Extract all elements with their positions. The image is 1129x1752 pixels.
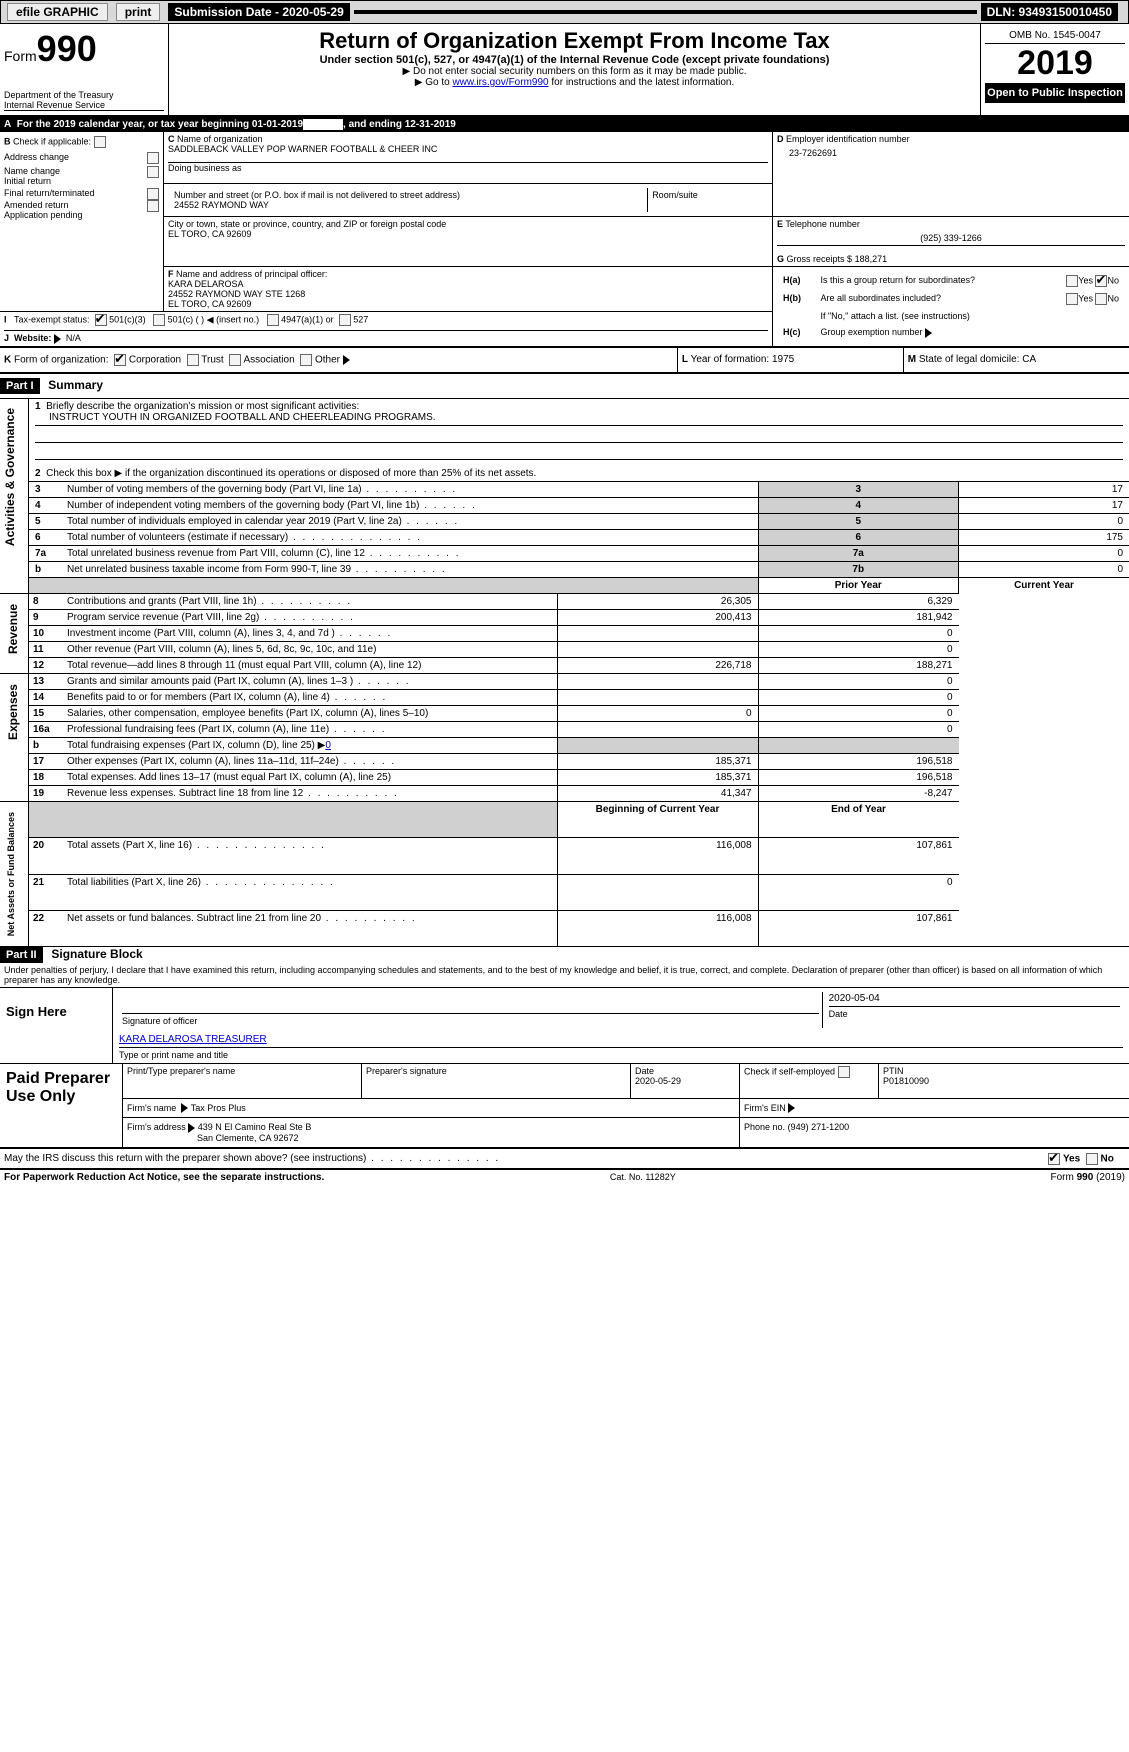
chk-applicable[interactable] xyxy=(94,136,106,148)
side-governance: Activities & Governance xyxy=(1,400,19,554)
c8: 6,329 xyxy=(758,593,959,609)
chk-final[interactable] xyxy=(147,188,159,200)
paperwork-notice: For Paperwork Reduction Act Notice, see … xyxy=(4,1172,324,1183)
state-domicile: CA xyxy=(1022,354,1036,365)
form-footer: Form 990 (2019) xyxy=(1051,1172,1125,1183)
v6: 175 xyxy=(959,529,1129,545)
chk-501c3[interactable] xyxy=(95,314,107,326)
ein: 23-7262691 xyxy=(777,144,1125,158)
chk-self-emp[interactable] xyxy=(838,1066,850,1078)
ssn-note: ▶ Do not enter social security numbers o… xyxy=(173,66,976,77)
form-label: Form990 xyxy=(4,48,97,64)
tax-year-bar: A For the 2019 calendar year, or tax yea… xyxy=(0,117,1129,132)
irs-link[interactable]: www.irs.gov/Form990 xyxy=(452,77,548,88)
officer-addr1: 24552 RAYMOND WAY STE 1268 xyxy=(168,289,768,299)
cat-no: Cat. No. 11282Y xyxy=(610,1172,676,1182)
v7b: 0 xyxy=(959,561,1129,577)
org-name: SADDLEBACK VALLEY POP WARNER FOOTBALL & … xyxy=(168,144,768,154)
sign-here: Sign Here xyxy=(0,988,113,1064)
chk-hb-yes[interactable] xyxy=(1066,293,1078,305)
chk-527[interactable] xyxy=(339,314,351,326)
mission: INSTRUCT YOUTH IN ORGANIZED FOOTBALL AND… xyxy=(35,412,436,423)
chk-ha-no[interactable] xyxy=(1095,275,1107,287)
goto-note: ▶ Go to www.irs.gov/Form990 for instruct… xyxy=(173,77,976,88)
officer-name: KARA DELAROSA xyxy=(168,279,768,289)
efile-graphic-btn[interactable]: efile GRAPHIC xyxy=(7,3,108,21)
part2-header: Part II xyxy=(0,947,43,963)
print-btn[interactable]: print xyxy=(116,3,161,21)
chk-discuss-yes[interactable] xyxy=(1048,1153,1060,1165)
side-net-assets: Net Assets or Fund Balances xyxy=(4,804,18,944)
chk-discuss-no[interactable] xyxy=(1086,1153,1098,1165)
chk-amended[interactable] xyxy=(147,200,159,212)
chk-name-change[interactable] xyxy=(147,166,159,178)
v5: 0 xyxy=(959,513,1129,529)
chk-corp[interactable] xyxy=(114,354,126,366)
firm-name: Tax Pros Plus xyxy=(191,1103,246,1113)
perjury-statement: Under penalties of perjury, I declare th… xyxy=(0,963,1129,988)
sig-date: 2020-05-04 xyxy=(829,993,1120,1004)
firm-addr2: San Clemente, CA 92672 xyxy=(127,1133,299,1143)
v3: 17 xyxy=(959,481,1129,497)
ptin: P01810090 xyxy=(883,1076,929,1086)
side-expenses: Expenses xyxy=(4,676,22,748)
part1-title: Summary xyxy=(42,378,103,392)
part2-title: Signature Block xyxy=(45,947,142,961)
org-address: 24552 RAYMOND WAY xyxy=(174,200,641,210)
form-number: 990 xyxy=(37,28,97,69)
prep-date: 2020-05-29 xyxy=(635,1076,681,1086)
chk-assoc[interactable] xyxy=(229,354,241,366)
v4: 17 xyxy=(959,497,1129,513)
firm-phone: (949) 271-1200 xyxy=(788,1122,850,1132)
omb-number: OMB No. 1545-0047 xyxy=(985,28,1125,44)
chk-hb-no[interactable] xyxy=(1095,293,1107,305)
phone: (925) 339-1266 xyxy=(777,229,1125,243)
paid-preparer: Paid Preparer Use Only xyxy=(0,1064,123,1148)
efile-bar: efile GRAPHIC print Submission Date - 20… xyxy=(0,0,1129,24)
chk-501c[interactable] xyxy=(153,314,165,326)
triangle-icon xyxy=(925,328,932,338)
chk-trust[interactable] xyxy=(187,354,199,366)
submission-date: Submission Date - 2020-05-29 xyxy=(168,3,349,21)
v7a: 0 xyxy=(959,545,1129,561)
irs: Internal Revenue Service xyxy=(4,100,164,111)
year-formed: 1975 xyxy=(772,354,794,365)
form-title: Return of Organization Exempt From Incom… xyxy=(173,28,976,54)
tax-year: 2019 xyxy=(985,44,1125,83)
gross-receipts: 188,271 xyxy=(855,254,888,264)
chk-4947[interactable] xyxy=(267,314,279,326)
form-subtitle: Under section 501(c), 527, or 4947(a)(1)… xyxy=(173,54,976,66)
officer-sig-name: KARA DELAROSA TREASURER xyxy=(119,1034,1123,1045)
fundraising-val: 0 xyxy=(325,740,331,751)
open-to-public: Open to Public Inspection xyxy=(985,83,1125,103)
dln: DLN: 93493150010450 xyxy=(981,3,1118,21)
part1-header: Part I xyxy=(0,378,40,394)
chk-other[interactable] xyxy=(300,354,312,366)
chk-addr-change[interactable] xyxy=(147,152,159,164)
website: N/A xyxy=(66,333,81,343)
org-city: EL TORO, CA 92609 xyxy=(168,229,768,239)
firm-addr1: 439 N El Camino Real Ste B xyxy=(198,1122,312,1132)
side-revenue: Revenue xyxy=(4,596,22,662)
p8: 26,305 xyxy=(557,593,758,609)
chk-ha-yes[interactable] xyxy=(1066,275,1078,287)
officer-addr2: EL TORO, CA 92609 xyxy=(168,299,768,309)
dept-treasury: Department of the Treasury xyxy=(4,90,164,100)
